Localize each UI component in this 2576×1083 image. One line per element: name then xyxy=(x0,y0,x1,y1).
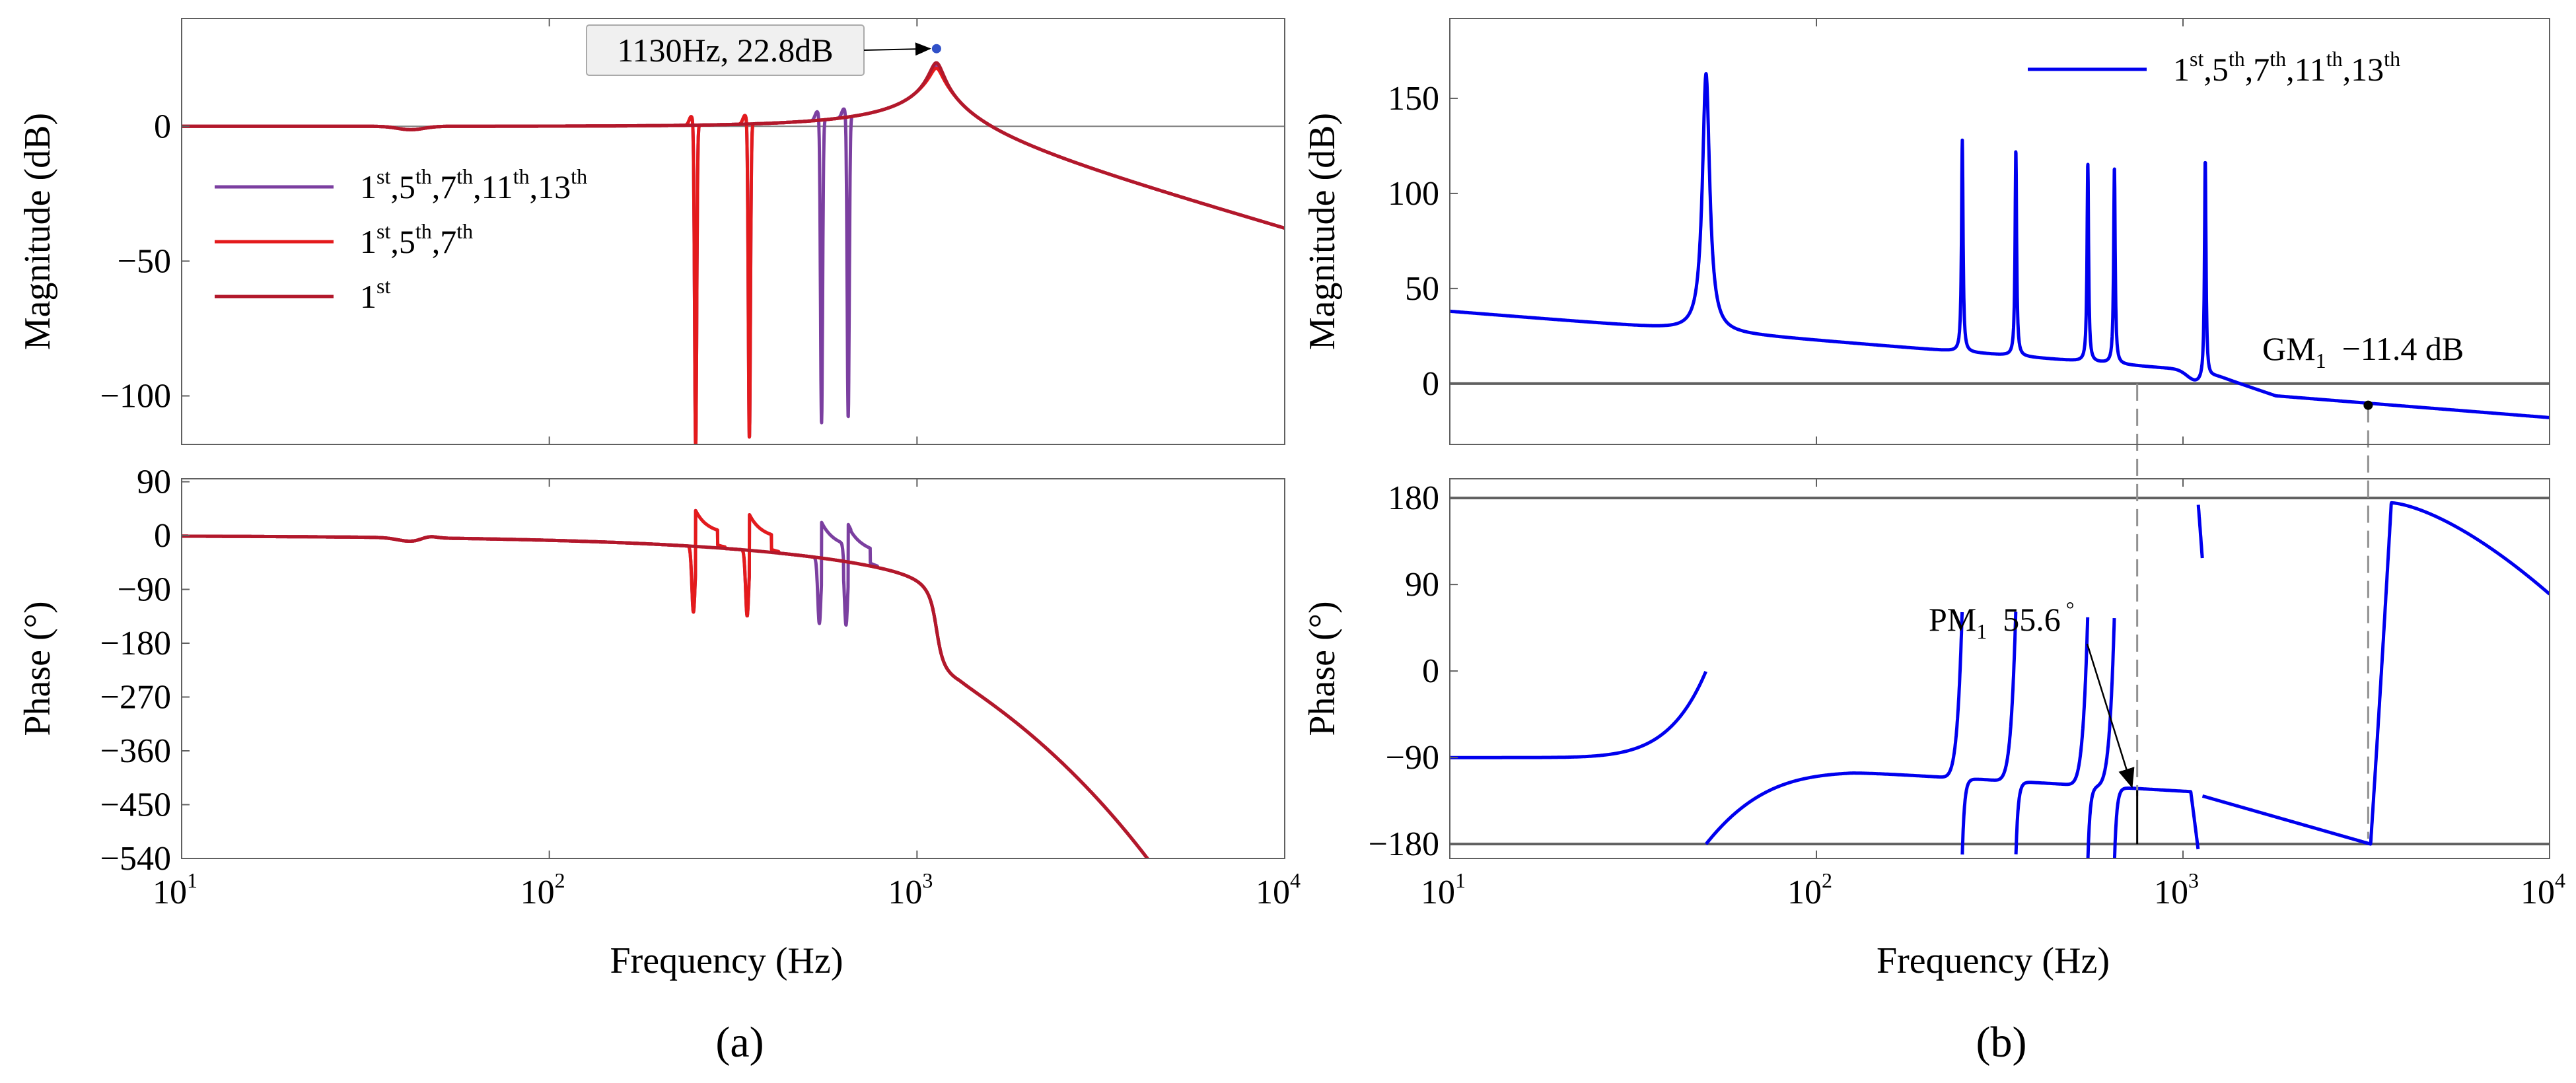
b-phase-series-7 xyxy=(2201,501,2550,846)
b-phase-ytick-label: 90 xyxy=(1405,566,1439,604)
a-phase-xtick-label: 104 xyxy=(1256,868,1301,911)
b-mag-ytick-label: 100 xyxy=(1388,175,1439,213)
a-phase-xtick-label: 102 xyxy=(520,868,565,911)
a-legend-label: 1st,5th,7th xyxy=(360,219,473,260)
b-phase-xtick-label: 104 xyxy=(2521,868,2565,911)
b-phase-xtick-label: 101 xyxy=(1421,868,1466,911)
a-mag-ytick-label: 0 xyxy=(154,108,171,145)
a-phase-ytick-label: −360 xyxy=(100,732,171,770)
a-legend-label: 1st,5th,7th,11th,13th xyxy=(360,164,587,205)
a-phase-series-0 xyxy=(182,534,1150,858)
b-phase-ytick-label: −180 xyxy=(1369,825,1439,863)
b-pm-label: PM1 55.6 ° xyxy=(1929,597,2075,643)
b-gm-label: GM1 −11.4 dB xyxy=(2262,330,2464,372)
b-phase-series-2 xyxy=(1960,611,2018,855)
a-phase-ytick-label: −90 xyxy=(118,571,171,609)
b-mag-ytick-label: 50 xyxy=(1405,270,1439,308)
b-mag-frame xyxy=(1449,18,2550,445)
b-phase-ytick-label: 0 xyxy=(1422,652,1439,690)
a-phase-series-1 xyxy=(182,508,1150,858)
b-phase-ytick-label: 180 xyxy=(1388,479,1439,517)
b-phase-xtick-label: 103 xyxy=(2154,868,2199,911)
b-phase-series-6 xyxy=(2196,505,2204,559)
b-xlabel: Frequency (Hz) xyxy=(1877,940,2110,981)
a-annotation-marker xyxy=(931,44,941,53)
b-legend-label: 1st,5th,7th,11th,13th xyxy=(2173,47,2400,88)
a-mag-ytick-label: −50 xyxy=(118,242,171,280)
a-mag-series-0 xyxy=(182,61,1285,230)
b-mag-ylabel: Magnitude (dB) xyxy=(1302,113,1343,350)
a-phase-frame xyxy=(181,478,1285,859)
b-phase-series-0 xyxy=(1450,670,1707,759)
b-phase-ylabel: Phase (°) xyxy=(1302,601,1343,736)
a-phase-ytick-label: 90 xyxy=(137,464,171,501)
a-phase-xtick-label: 101 xyxy=(153,868,197,911)
b-phase-frame xyxy=(1449,478,2550,859)
panel-b-caption: (b) xyxy=(1976,1018,2027,1066)
a-phase-xtick-label: 103 xyxy=(888,868,933,911)
a-phase-ytick-label: 0 xyxy=(154,517,171,555)
a-phase-ytick-label: −450 xyxy=(100,786,171,824)
a-phase-ylabel: Phase (°) xyxy=(17,601,58,736)
b-mag-ytick-label: 0 xyxy=(1422,365,1439,403)
b-gm-marker xyxy=(2363,400,2373,410)
b-phase-series-1 xyxy=(1704,611,1964,846)
b-phase-series-3 xyxy=(2014,617,2090,855)
a-phase-ytick-label: −180 xyxy=(100,625,171,662)
a-xlabel: Frequency (Hz) xyxy=(610,940,843,981)
a-mag-frame xyxy=(181,18,1285,445)
a-annotation-arrow xyxy=(863,42,931,56)
a-mag-ylabel: Magnitude (dB) xyxy=(17,113,58,350)
a-phase-ytick-label: −270 xyxy=(100,679,171,716)
a-phase-series-2 xyxy=(182,508,1150,858)
b-phase-series-4 xyxy=(2086,618,2116,858)
b-mag-ytick-label: 150 xyxy=(1388,80,1439,118)
a-mag-series-2 xyxy=(182,63,1285,444)
a-annotation-text: 1130Hz, 22.8dB xyxy=(617,32,833,69)
b-phase-ytick-label: −90 xyxy=(1386,739,1439,777)
panel-a-caption: (a) xyxy=(715,1018,764,1066)
a-phase-ytick-label: −540 xyxy=(100,840,171,878)
b-phase-series-5 xyxy=(2112,786,2200,858)
b-phase-xtick-label: 102 xyxy=(1787,868,1832,911)
a-legend-label: 1st xyxy=(360,274,390,315)
b-pm-arrow xyxy=(2086,643,2135,788)
a-mag-ytick-label: −100 xyxy=(100,378,171,415)
